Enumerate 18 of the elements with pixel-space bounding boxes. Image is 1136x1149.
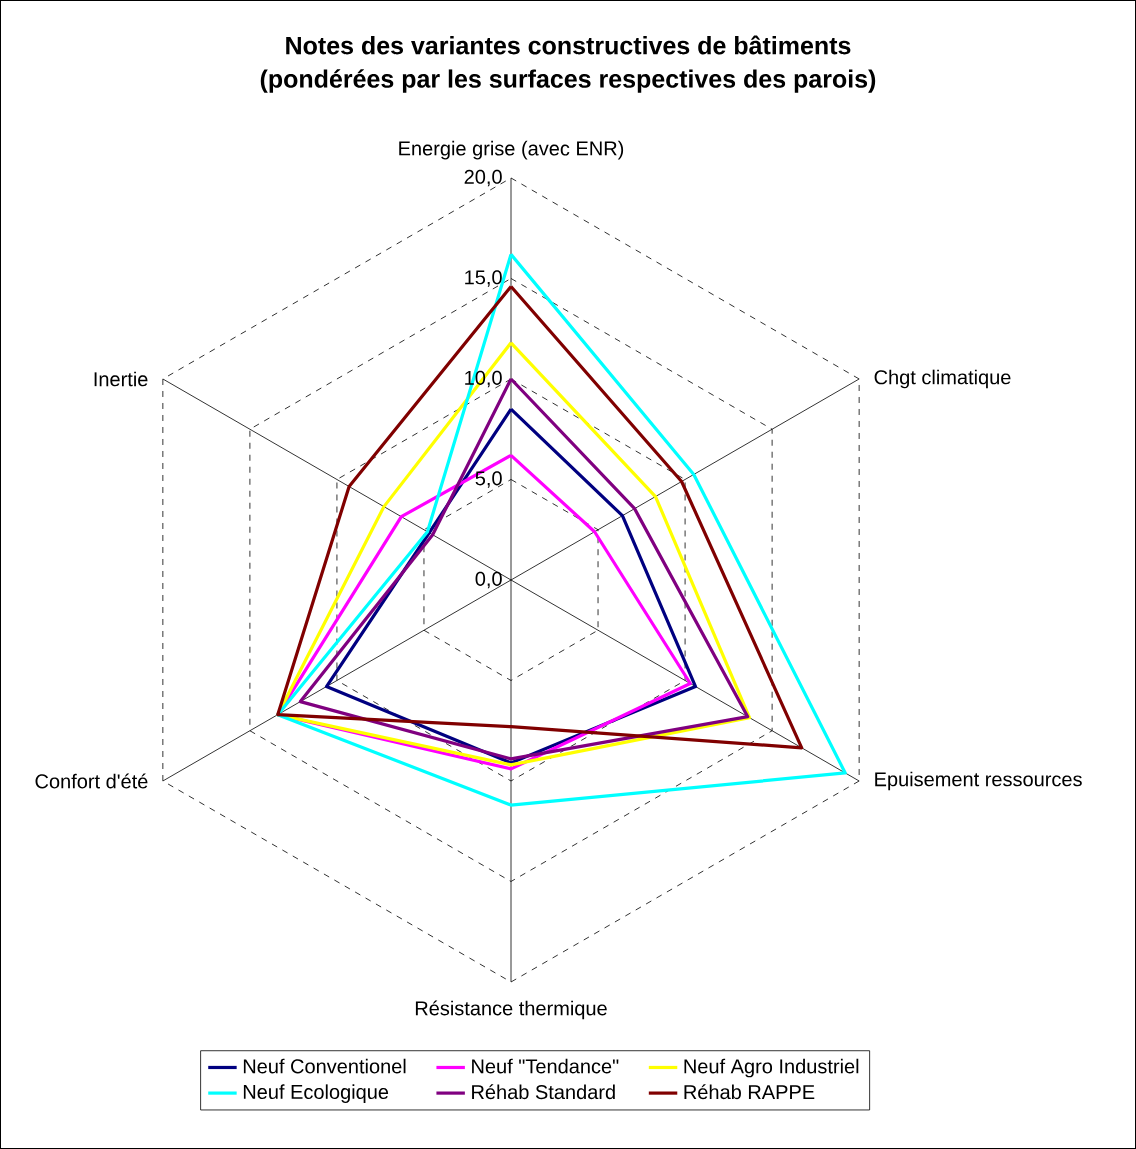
y-tick-label: 15,0 [465,270,502,287]
chart-subtitle: (pondérées par les surfaces respectives des parois) [260,69,876,93]
y-tick-label: 5,0 [475,471,502,488]
spoke-label: Inertie [94,371,148,387]
legend-label: Réhab Standard [472,1084,615,1100]
spoke-label: Résistance thermique [415,1000,607,1020]
legend-label: Neuf Conventionel [243,1058,406,1074]
y-tick-label: 0,0 [475,571,502,589]
chart-title: Notes des variantes constructives de bâtiments [286,35,851,55]
legend-label: Neuf "Tendance" [472,1058,619,1074]
spoke-label: Chgt climatique [874,369,1011,389]
spoke-label: Epuisement ressources [875,771,1082,791]
legend-label: Neuf Ecologique [243,1084,389,1103]
spoke-label: Energie grise (avec ENR) [399,140,624,160]
spoke-label: Confort d'été [35,773,148,789]
legend-label: Réhab RAPPE [684,1084,815,1100]
legend-label: Neuf Agro Industriel [684,1058,859,1078]
y-tick-label: 20,0 [464,169,502,187]
